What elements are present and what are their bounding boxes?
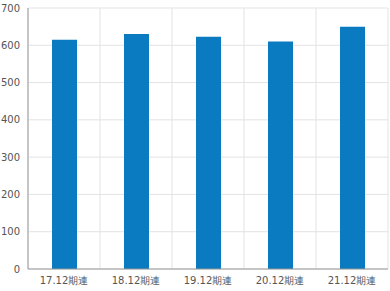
svg-text:19.12期連: 19.12期連 (184, 275, 233, 286)
svg-text:200: 200 (8, 189, 20, 200)
svg-text:500: 500 (8, 77, 20, 88)
svg-text:21.12期連: 21.12期連 (328, 275, 377, 286)
svg-text:18.12期連: 18.12期連 (112, 275, 161, 286)
svg-text:700: 700 (8, 3, 20, 14)
svg-text:17.12期連: 17.12期連 (40, 275, 89, 286)
svg-text:0: 0 (14, 264, 20, 275)
svg-text:20.12期連: 20.12期連 (256, 275, 305, 286)
svg-text:400: 400 (8, 114, 20, 125)
svg-text:300: 300 (8, 152, 20, 163)
svg-text:100: 100 (8, 226, 20, 237)
svg-text:600: 600 (8, 40, 20, 51)
